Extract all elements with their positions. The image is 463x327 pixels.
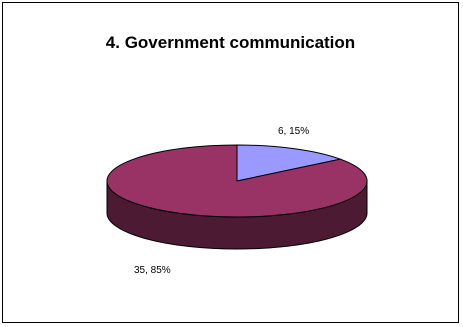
pie-chart: 6, 15% 35, 85% [106,126,368,276]
data-label-1: 35, 85% [134,265,171,276]
chart-title: 4. Government communication [105,33,356,52]
pie-top [106,144,368,218]
pie-slice-1 [106,144,368,218]
pie-labels: 6, 15% 35, 85% [134,126,309,276]
pie-slice-0 [236,144,343,182]
chart-frame: 4. Government communication 6, 15% 35, 85… [2,2,459,323]
data-label-0: 6, 15% [278,126,309,137]
